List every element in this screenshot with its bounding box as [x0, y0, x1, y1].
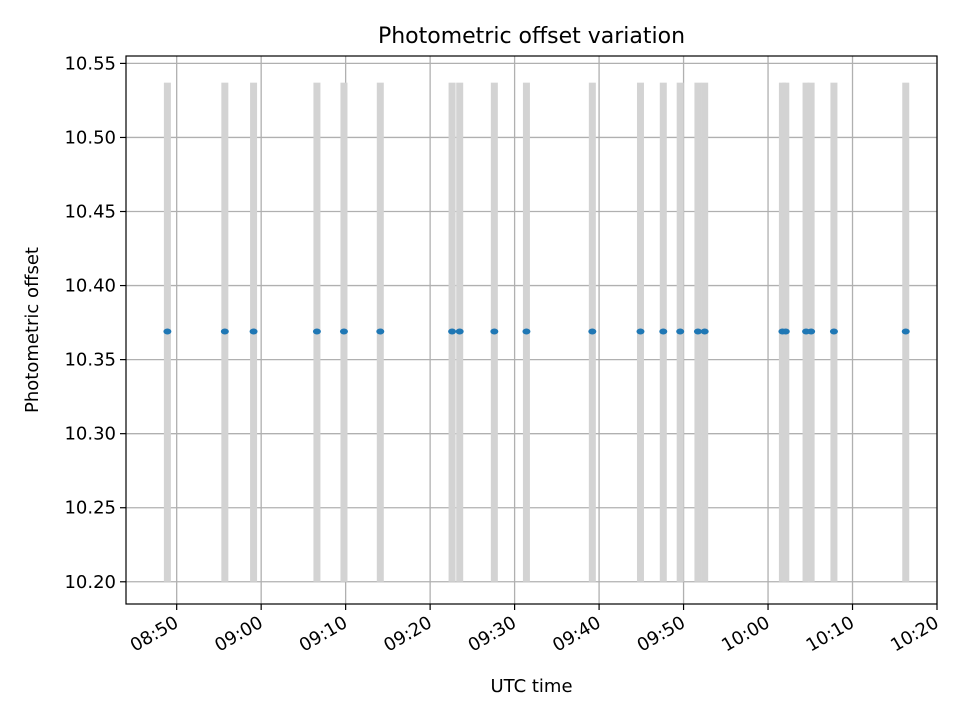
x-tick-label: 10:00	[718, 612, 773, 656]
y-tick-label: 10.35	[64, 350, 116, 371]
data-point	[807, 328, 816, 335]
x-tick-label: 10:10	[803, 612, 858, 656]
x-tick-label: 09:50	[634, 612, 689, 656]
data-point	[693, 328, 702, 335]
grid	[126, 56, 938, 604]
x-axis-label: UTC time	[490, 676, 572, 697]
data-point	[448, 328, 457, 335]
y-tick-label: 10.50	[64, 127, 116, 148]
x-tick-label: 09:00	[211, 612, 266, 656]
data-point	[829, 328, 838, 335]
data-point	[700, 328, 709, 335]
data-point	[376, 328, 385, 335]
y-tick-label: 10.25	[64, 498, 116, 519]
y-tick-label: 10.30	[64, 424, 116, 445]
y-tick-label: 10.40	[64, 276, 116, 297]
data-point	[163, 328, 172, 335]
exposure-bands	[163, 82, 910, 582]
data-point	[636, 328, 645, 335]
data-point	[312, 328, 321, 335]
x-tick-label: 10:20	[887, 612, 942, 656]
data-point	[490, 328, 499, 335]
x-tick-label: 09:40	[549, 612, 604, 656]
x-tick-label: 09:30	[465, 612, 520, 656]
y-tick-label: 10.20	[64, 572, 116, 593]
data-point	[781, 328, 790, 335]
chart-title: Photometric offset variation	[378, 24, 685, 49]
x-tick-label: 08:50	[127, 612, 182, 656]
data-point	[220, 328, 229, 335]
y-axis-label: Photometric offset	[22, 247, 43, 413]
data-point	[588, 328, 597, 335]
y-tick-label: 10.55	[64, 53, 116, 74]
data-point	[249, 328, 258, 335]
x-tick-label: 09:20	[380, 612, 435, 656]
data-point	[676, 328, 685, 335]
data-point	[339, 328, 348, 335]
y-tick-label: 10.45	[64, 202, 116, 223]
data-point	[522, 328, 531, 335]
data-point	[659, 328, 668, 335]
data-points	[163, 328, 910, 335]
data-point	[455, 328, 464, 335]
data-point	[901, 328, 910, 335]
plot-frame	[125, 55, 938, 605]
x-tick-label: 09:10	[296, 612, 351, 656]
